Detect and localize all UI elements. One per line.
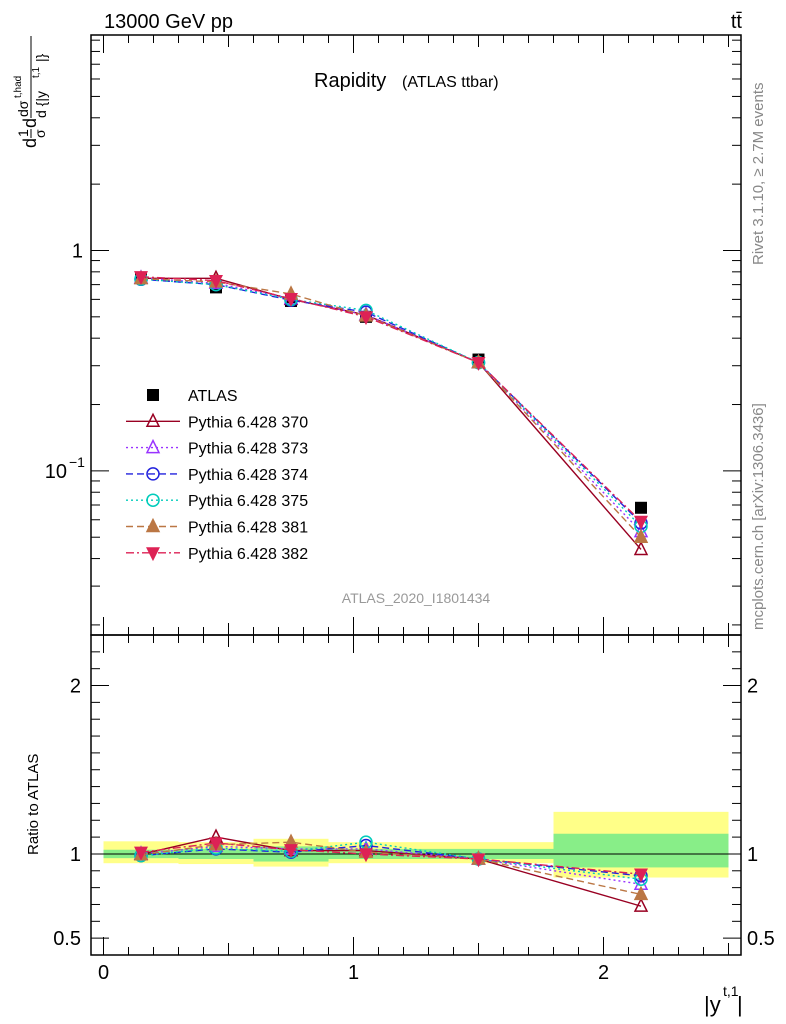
legend-label: Pythia 6.428 373 [188,441,308,458]
data-point [145,517,161,533]
x-tick-label: 2 [598,962,609,984]
data-point [146,467,160,481]
legend-item: Pythia 6.428 375 [126,493,308,510]
data-point [633,897,649,912]
data-point [209,275,223,289]
legend-label: Pythia 6.428 374 [188,467,308,484]
series-line [140,842,642,875]
legend-label: Pythia 6.428 370 [188,414,308,431]
x-tick-label: 0 [98,962,109,984]
data-point [471,853,486,868]
x-tick-label: 1 [348,962,359,984]
y-tick-exponent: −1 [69,454,85,470]
process-label: tt̄ [731,11,743,33]
mcplots-label: mcplots.cern.ch [arXiv:1306.3436] [750,403,767,630]
y-tick-label-right: 1 [747,844,758,866]
data-point [146,547,160,562]
series-line [140,844,642,877]
y-tick-label: 2 [70,676,81,698]
svg-text:|y: |y [704,992,721,1017]
legend-label: Pythia 6.428 382 [188,546,308,563]
data-point [634,868,648,883]
y-tick-label: 0.5 [53,928,81,950]
series-line [140,276,642,522]
series-pythia-6-428-382 [134,271,648,530]
data-point [633,528,649,543]
svg-text:1: 1 [15,129,31,137]
data-point [633,540,649,556]
chart-title: Rapidity [314,70,386,92]
data-point [634,515,648,530]
svg-text:|}: |} [33,53,49,62]
data-point [635,501,647,514]
ratio-panel: Ratio to ATLAS |y t,1 | 0.5 0.5 1 1 2 2 0 1 2 [25,634,775,1017]
legend-label: ATLAS [188,388,238,405]
main-title: Rapidity (ATLAS ttbar) [314,70,499,92]
x-axis-title: |y t,1 | [704,983,743,1017]
legend-item: Pythia 6.428 382 [126,546,308,563]
svg-text:t,had: t,had [13,76,24,98]
watermark: ATLAS_2020_I1801434 [342,590,491,606]
legend-item: Pythia 6.428 374 [126,467,308,484]
svg-text:dσ: dσ [15,100,31,117]
series-pythia-6-428-370 [133,269,649,556]
y-tick-label: 10 [45,461,67,483]
data-point [146,493,160,507]
data-point [633,885,649,901]
data-point [209,837,223,852]
series-line [140,836,642,907]
data-point [359,848,373,863]
data-point [284,292,298,307]
data-point [359,311,373,326]
legend-label: Pythia 6.428 381 [188,520,308,537]
svg-text:t,1: t,1 [31,66,42,78]
data-point [145,412,161,428]
ratio-y-axis-title: Ratio to ATLAS [25,754,42,855]
svg-text:d {|y: d {|y [33,91,49,118]
y-tick-label-right: 2 [747,676,758,698]
legend-item: Pythia 6.428 373 [126,438,308,458]
svg-text:d: d [20,138,40,148]
energy-label: 13000 GeV pp [104,11,233,33]
rivet-label: Rivet 3.1.10, ≥ 2.7M events [750,83,767,266]
data-point [134,271,148,286]
legend-item: ATLAS [147,388,238,405]
data-point [471,356,486,371]
legend-item: Pythia 6.428 381 [126,517,308,537]
svg-text:σ: σ [32,129,48,138]
main-y-axis-title: d 1 σ d dσ t,had d {|y t,1 |} [13,36,49,148]
data-point [134,846,148,861]
chart-subtitle: (ATLAS ttbar) [402,74,499,91]
svg-text:t,1: t,1 [723,983,739,999]
ratio-series-pythia-6-428-382 [134,837,648,883]
y-tick-label: 1 [72,240,83,262]
y-tick-label-right: 0.5 [747,928,775,950]
data-point [145,438,161,454]
series-line [140,845,642,885]
y-tick-label: 1 [70,844,81,866]
legend-label: Pythia 6.428 375 [188,493,308,510]
main-panel: Rapidity (ATLAS ttbar) d 1 σ d dσ t,had … [13,34,742,636]
svg-text:d: d [20,118,40,128]
svg-text:|: | [737,992,743,1017]
series-line [140,841,642,896]
ratio-plot-frame [90,634,742,956]
legend: ATLAS Pythia 6.428 370 Pythia 6.428 373 Pyt… [126,388,308,563]
data-point [147,389,159,401]
data-point [284,844,298,859]
uncertainty-band-inner [553,833,729,868]
series-line [140,277,642,538]
legend-item: Pythia 6.428 370 [126,412,308,431]
